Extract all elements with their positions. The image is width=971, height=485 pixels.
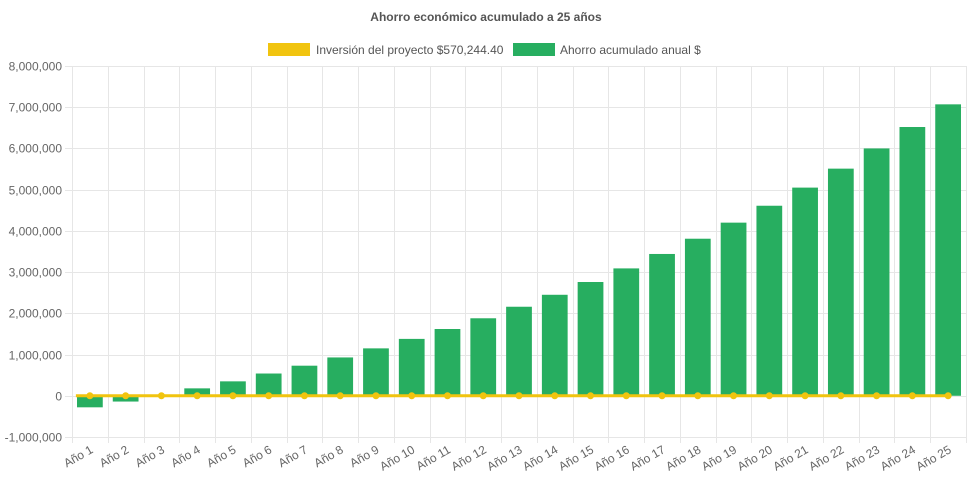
legend-swatch-2[interactable] [513,43,555,56]
chart-title: Ahorro económico acumulado a 25 años [370,10,602,24]
y-tick-label: 1,000,000 [9,349,63,363]
x-tick-label: Año 6 [240,442,274,470]
bar-24[interactable] [899,127,926,396]
investment-point-23[interactable] [873,392,881,400]
investment-point-1[interactable] [86,392,94,400]
investment-point-14[interactable] [551,392,559,400]
y-tick-label: 3,000,000 [9,266,63,280]
bar-11[interactable] [434,329,461,396]
bar-17[interactable] [649,253,675,396]
y-tick-label: 6,000,000 [9,142,63,156]
bar-9[interactable] [363,348,389,396]
y-tick-label: 0 [55,390,62,404]
investment-point-12[interactable] [479,392,487,400]
x-tick-label: Año 7 [276,442,310,470]
x-tick-label: Año 4 [169,442,203,470]
investment-point-4[interactable] [193,392,201,400]
bar-18[interactable] [684,238,711,396]
bar-23[interactable] [863,148,890,396]
grid-lines [65,66,967,443]
bar-series [77,104,961,408]
x-tick-label: Año 19 [699,442,739,473]
y-axis: 8,000,000 7,000,000 6,000,000 5,000,000 4,00… [5,60,63,445]
x-tick-label: Año 5 [204,442,238,470]
investment-point-3[interactable] [157,392,165,400]
y-tick-label: -1,000,000 [5,431,63,445]
x-tick-label: Año 12 [449,442,489,473]
investment-point-15[interactable] [587,392,595,400]
legend: Inversión del proyecto $570,244.40 Ahorro… [268,43,701,57]
investment-point-10[interactable] [408,392,416,400]
investment-point-18[interactable] [694,392,702,400]
investment-point-6[interactable] [265,392,273,400]
bar-8[interactable] [327,357,354,396]
x-tick-label: Año 10 [377,442,417,473]
bar-1[interactable] [77,395,103,408]
investment-point-17[interactable] [658,392,666,400]
bar-21[interactable] [792,187,818,396]
investment-point-13[interactable] [515,392,523,400]
bar-16[interactable] [613,268,640,396]
investment-point-7[interactable] [300,392,308,400]
line-series [75,392,952,400]
investment-point-5[interactable] [229,392,237,400]
investment-point-22[interactable] [837,392,845,400]
y-tick-label: 2,000,000 [9,307,63,321]
x-tick-label: Año 13 [485,442,525,473]
investment-point-9[interactable] [372,392,380,400]
x-tick-label: Año 16 [592,442,632,473]
investment-point-2[interactable] [122,392,130,400]
bar-4[interactable] [184,388,211,396]
investment-point-11[interactable] [443,392,451,400]
x-tick-label: Año 9 [347,442,381,470]
bar-7[interactable] [291,365,318,396]
legend-label-2[interactable]: Ahorro acumulado anual $ [560,43,701,57]
x-tick-label: Año 24 [878,442,918,473]
y-tick-label: 5,000,000 [9,184,63,198]
x-tick-label: Año 3 [133,442,167,470]
bar-20[interactable] [756,205,783,396]
x-tick-label: Año 15 [556,442,596,473]
bar-12[interactable] [470,318,497,396]
x-tick-label: Año 22 [806,442,846,473]
investment-point-19[interactable] [730,392,738,400]
bar-15[interactable] [577,282,604,396]
x-tick-label: Año 1 [61,442,95,470]
x-tick-label: Año 18 [663,442,703,473]
x-tick-label: Año 14 [520,442,560,473]
y-tick-label: 4,000,000 [9,225,63,239]
bar-14[interactable] [541,294,568,396]
investment-point-25[interactable] [944,392,952,400]
bar-25[interactable] [935,104,961,396]
x-axis: Año 1 Año 2 Año 3 Año 4 Año 5 Año 6 Año 7 Año 8… [61,442,954,473]
bar-13[interactable] [506,306,532,396]
investment-point-8[interactable] [336,392,344,400]
legend-label-1[interactable]: Inversión del proyecto $570,244.40 [316,43,504,57]
x-tick-label: Año 8 [312,442,346,470]
bar-10[interactable] [398,338,425,396]
legend-swatch-1[interactable] [268,43,310,56]
bar-6[interactable] [255,373,282,396]
bar-22[interactable] [827,168,854,396]
y-tick-label: 8,000,000 [9,60,63,74]
investment-point-16[interactable] [622,392,630,400]
bar-19[interactable] [720,222,747,396]
x-tick-label: Año 11 [414,442,453,473]
x-tick-label: Año 23 [842,442,882,473]
x-tick-label: Año 2 [97,442,131,470]
x-tick-label: Año 17 [628,442,668,473]
bar-5[interactable] [220,381,246,396]
x-tick-label: Año 21 [771,442,811,473]
x-tick-label: Año 20 [735,442,775,473]
investment-point-24[interactable] [908,392,916,400]
investment-point-21[interactable] [801,392,809,400]
y-tick-label: 7,000,000 [9,101,63,115]
investment-point-20[interactable] [765,392,773,400]
x-tick-label: Año 25 [914,442,954,473]
